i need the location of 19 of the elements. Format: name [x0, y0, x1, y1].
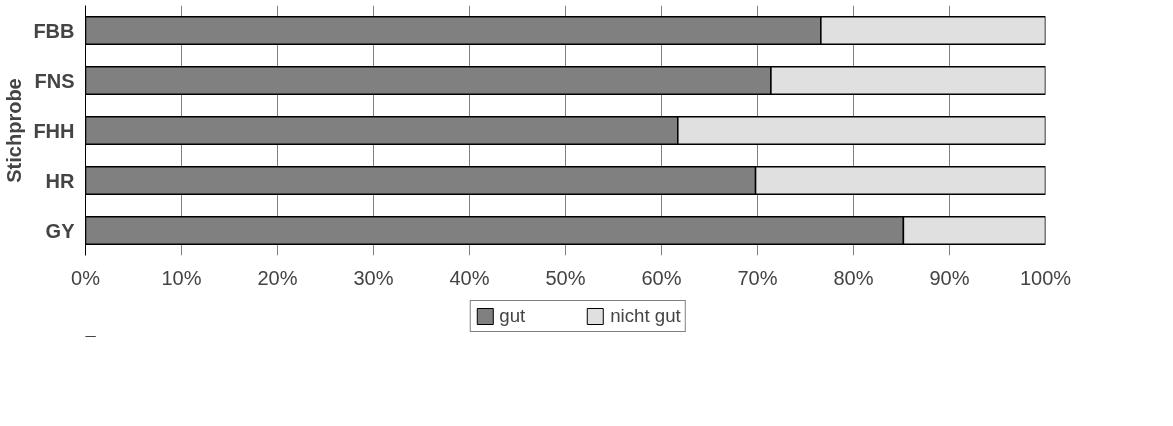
- x-tick-label: 90%: [929, 266, 970, 289]
- x-tick-label: 50%: [545, 266, 586, 289]
- x-tick-label: 30%: [353, 266, 394, 289]
- y-tick-label: GY: [45, 219, 76, 242]
- y-tick-label: FNS: [34, 69, 75, 92]
- legend-label: gut: [499, 305, 526, 327]
- y-axis-title: Stichprobe: [3, 78, 26, 183]
- x-tick-label: 40%: [449, 266, 490, 289]
- y-tick-label: FBB: [33, 19, 75, 42]
- x-tick-label: 80%: [833, 266, 874, 289]
- x-tick-label: 10%: [161, 266, 202, 289]
- x-tick-label: 20%: [257, 266, 298, 289]
- legend-label: nicht gut: [610, 305, 681, 327]
- x-tick-label: 70%: [737, 266, 778, 289]
- y-tick-label: FHH: [33, 119, 75, 142]
- x-tick-label: 100%: [1019, 266, 1072, 289]
- y-tick-label: HR: [45, 169, 76, 192]
- x-tick-label: 60%: [641, 266, 682, 289]
- x-tick-label: 0%: [71, 266, 101, 289]
